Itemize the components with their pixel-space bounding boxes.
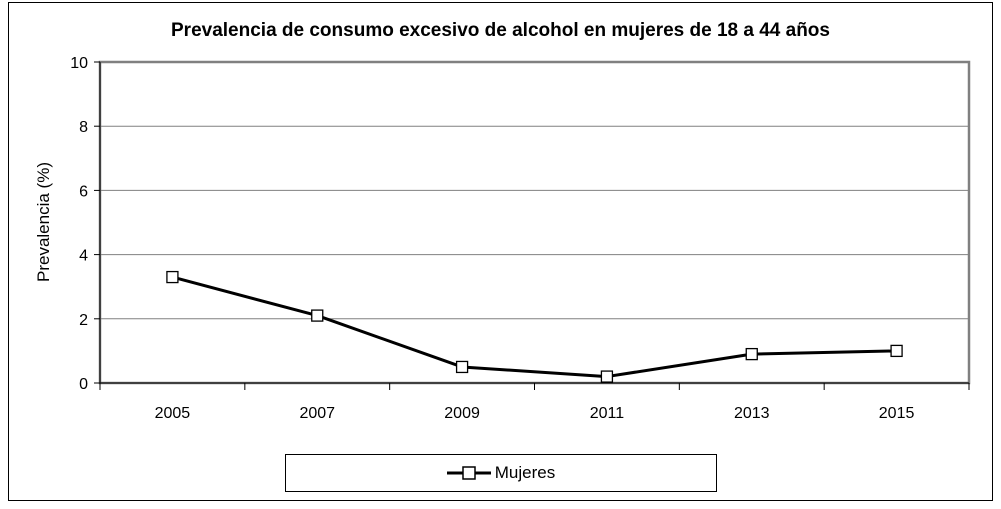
plot-area [98,60,971,385]
data-point [600,370,614,383]
x-tick-label: 2011 [590,405,625,422]
data-point [311,309,324,322]
y-tick-label: 8 [79,119,88,136]
chart-title: Prevalencia de consumo excesivo de alcoh… [171,20,830,41]
y-tick-label: 0 [79,376,88,393]
y-tick-label: 2 [79,312,88,329]
data-point [455,360,469,374]
legend: Mujeres [285,454,717,492]
y-tick-label: 6 [79,183,88,200]
chart-frame [8,2,993,501]
y-axis-label: Prevalencia (%) [34,162,53,282]
legend-marker-icon [446,466,491,480]
data-point [890,344,903,358]
y-tick-label: 10 [70,55,88,72]
series-line [172,275,897,379]
y-tick-label: 4 [79,248,88,265]
data-point [166,270,179,284]
x-tick-label: 2013 [734,405,770,422]
data-point [745,347,758,361]
x-tick-label: 2007 [299,405,335,422]
x-tick-label: 2005 [155,405,191,422]
x-tick-label: 2009 [444,405,480,422]
legend-label-mujeres: Mujeres [494,463,556,482]
x-tick-label: 2015 [879,405,915,422]
